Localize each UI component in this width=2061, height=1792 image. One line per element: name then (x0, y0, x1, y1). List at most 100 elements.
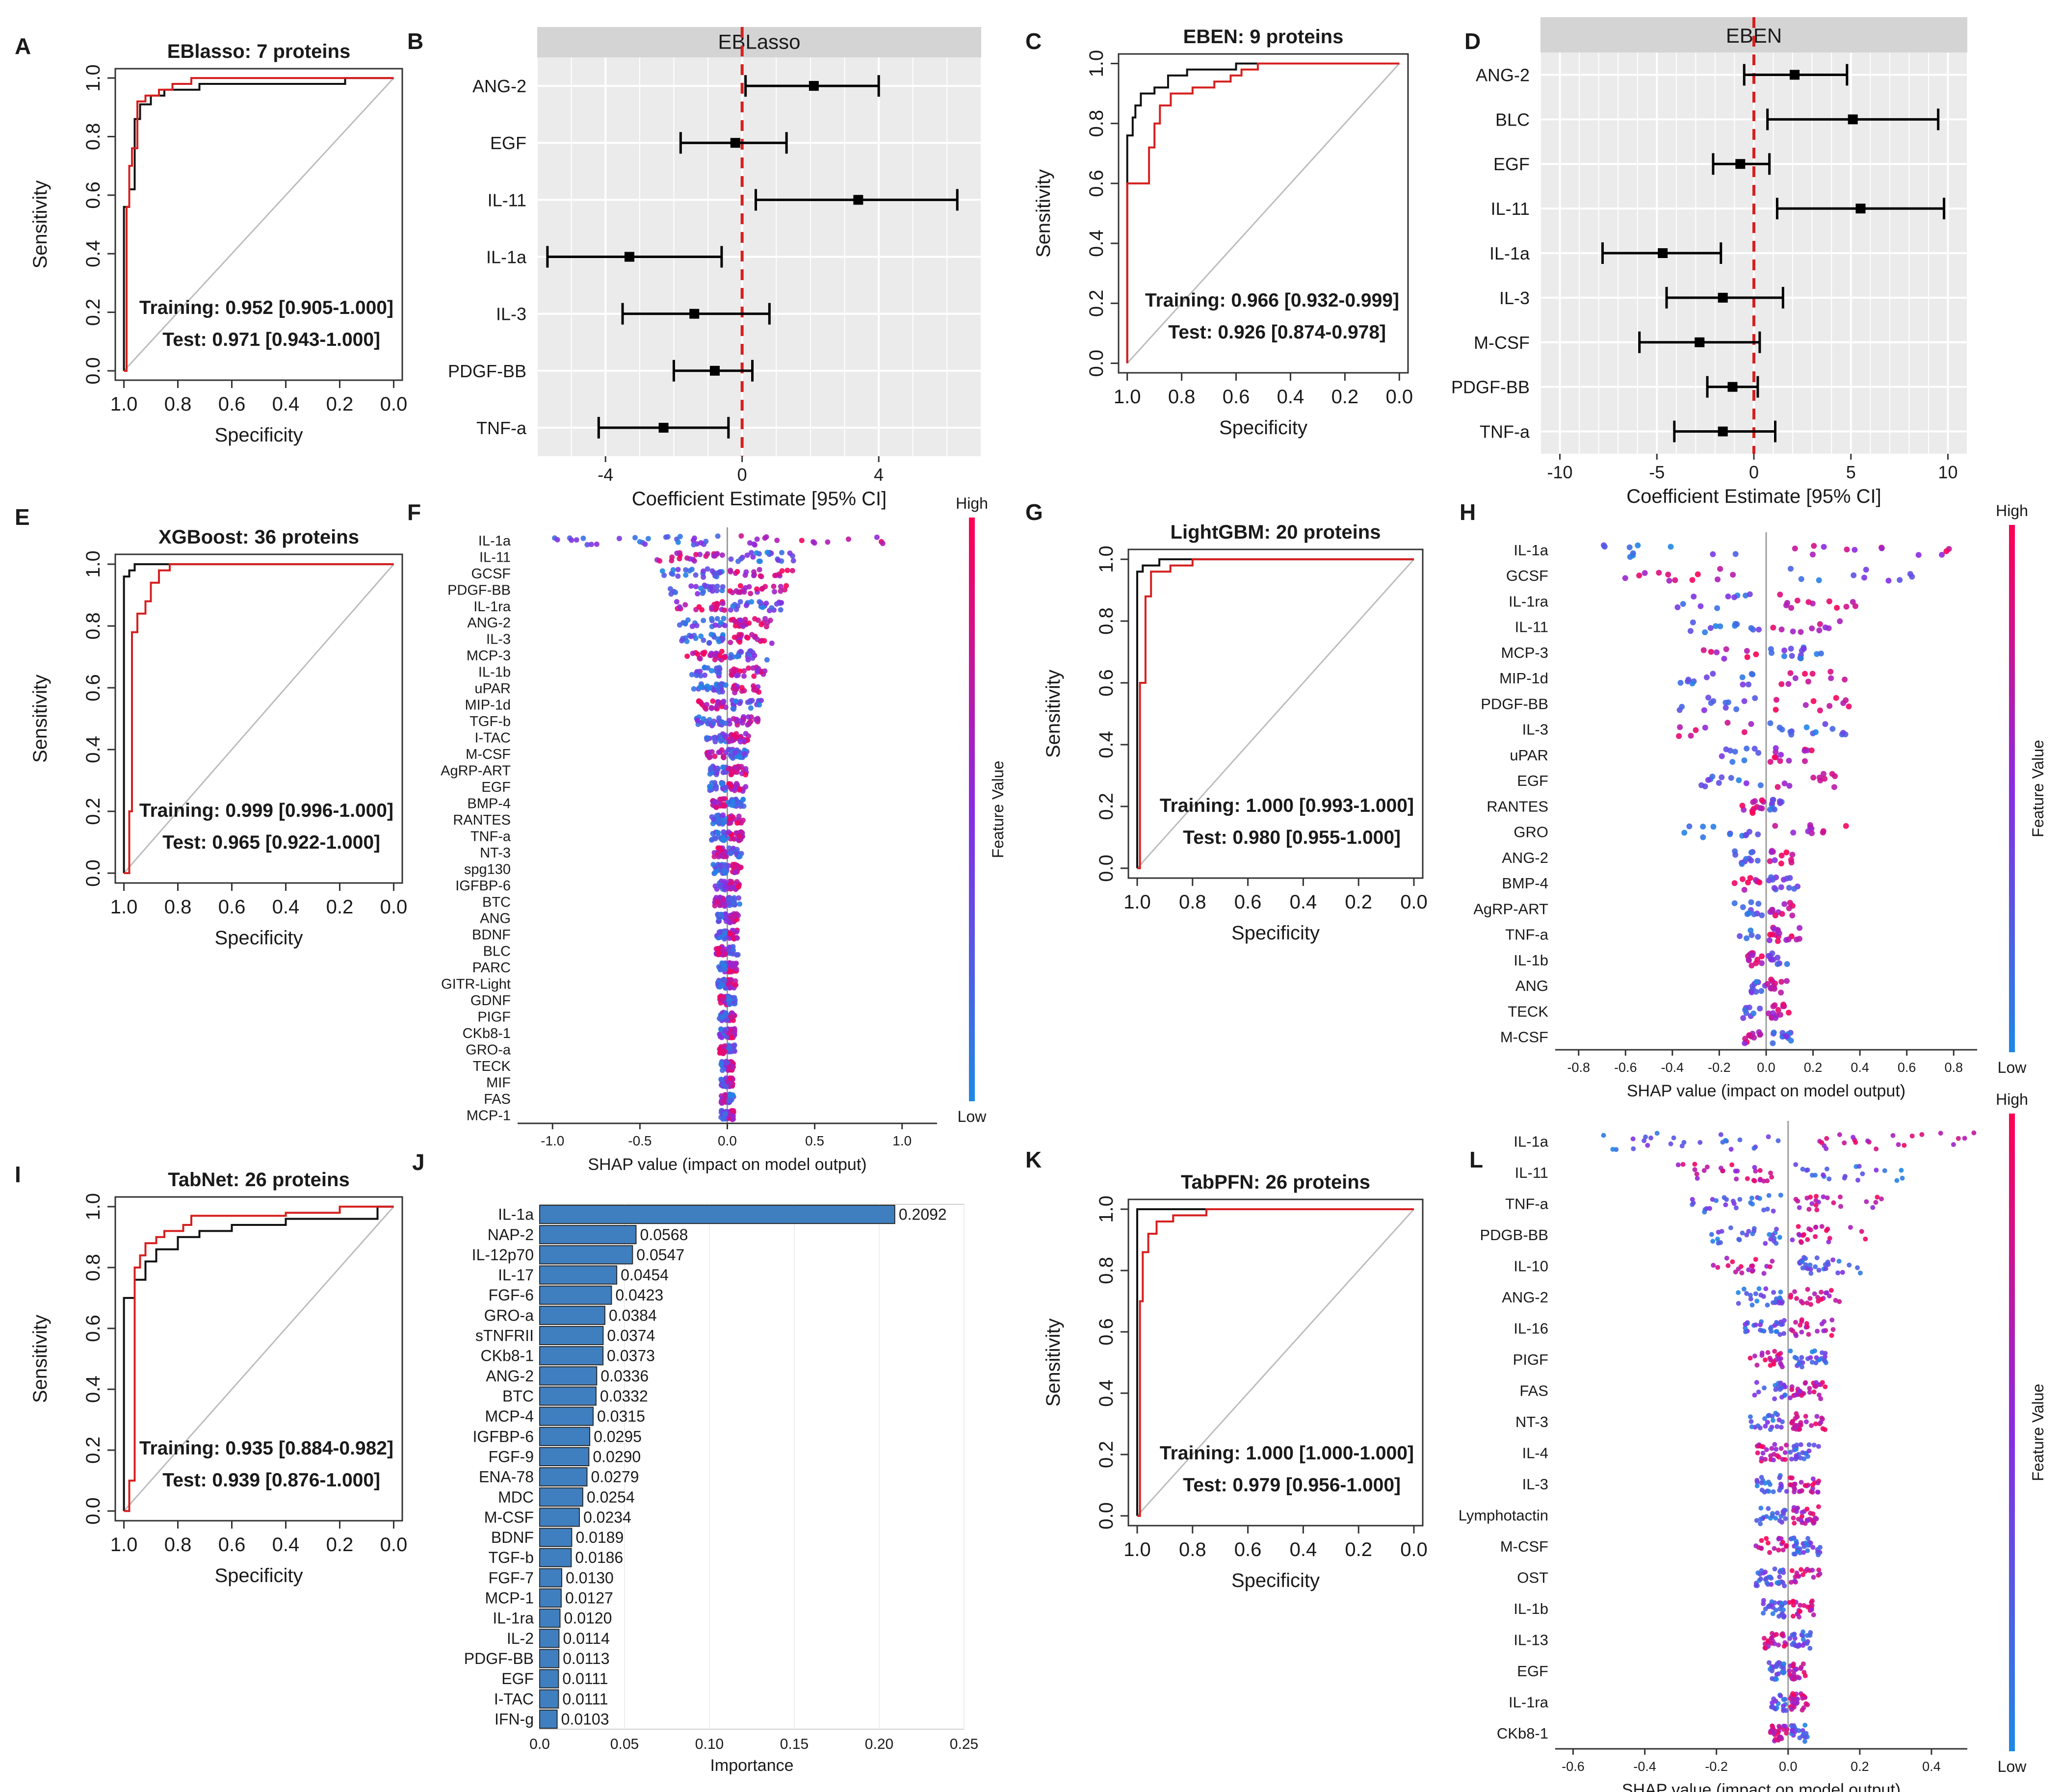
feature-label-ANG-2: ANG-2 (1476, 65, 1530, 85)
shap-dot-NT-3 (716, 854, 722, 859)
shap-dot-TGF-b (710, 721, 716, 727)
shap-dot-M-CSF (1746, 1032, 1752, 1039)
shap-dot-IL-1a (799, 538, 805, 544)
shap-dot-NT-3 (1755, 1423, 1761, 1428)
estimate-point-TNF-a (658, 422, 669, 433)
shap-dot-IL-1a (1775, 1138, 1781, 1143)
feature-label-IL-11: IL-11 (1515, 1164, 1548, 1181)
shap-dot-IL-10 (1823, 1266, 1828, 1272)
shap-dot-TNF-a (1704, 1206, 1709, 1211)
shap-dot-PIGF (1776, 1356, 1782, 1362)
shap-dot-PDGB-BB (1716, 1229, 1721, 1235)
feature-label-CKb8-1: CKb8-1 (463, 1026, 511, 1041)
shap-dot-ANG (728, 914, 734, 920)
shap-dot-IL-3 (1792, 1481, 1798, 1487)
value-label-MCP-1: 0.0127 (565, 1589, 613, 1607)
shap-dot-GRO (1772, 823, 1778, 829)
shap-dot-ANG-2 (1748, 857, 1754, 864)
shap-dot-IL-1a (1865, 1138, 1870, 1143)
shap-dot-IL-10 (1803, 1262, 1808, 1268)
shap-dot-AgRP-ART (1755, 901, 1762, 907)
training-auc-label-A: Training: 0.952 [0.905-1.000] (139, 297, 393, 318)
shap-dot-M-CSF (706, 754, 712, 760)
shap-dot-GITR-Light (721, 977, 727, 983)
shap-dot-IL-16 (1804, 1321, 1809, 1326)
shap-dot-IL-3 (1840, 729, 1846, 736)
shap-dot-IL-1b (751, 673, 757, 679)
shap-dot-TNF-a (1837, 1195, 1843, 1199)
shap-dot-IL-3 (1789, 1475, 1795, 1480)
feature-label-BTC: BTC (482, 894, 511, 910)
shap-dot-BMP-4 (713, 805, 719, 810)
y-tick-label-A: 0.4 (82, 240, 104, 267)
shap-dot-EGF (1781, 1661, 1787, 1666)
shap-dot-NT-3 (1793, 1416, 1798, 1421)
x-tick-label-H: 0.2 (1804, 1060, 1823, 1075)
shap-dot-M-CSF (1805, 1536, 1811, 1541)
shap-dot-EGF (1774, 1677, 1779, 1682)
shap-dot-CKb8-1 (1770, 1723, 1775, 1729)
shap-dot-PDGF-BB (1708, 700, 1714, 706)
x-tick-label-C: 0.2 (1331, 386, 1359, 408)
training-curve-C (1126, 62, 1400, 364)
shap-dot-AgRP-ART (1781, 901, 1788, 907)
y-tick-label-K: 1.0 (1096, 1195, 1117, 1223)
shap-dot-IL-3 (728, 640, 733, 646)
shap-dot-ANG-2 (1744, 1291, 1749, 1296)
shap-dot-FAS (1778, 1380, 1783, 1386)
test-curve-E (124, 563, 394, 874)
shap-dot-IL-1a (1697, 1140, 1703, 1145)
shap-dot-MCP-3 (1781, 647, 1788, 653)
x-axis-label-I: Specificity (214, 1565, 303, 1586)
shap-dot-IL-1a (1951, 1142, 1956, 1147)
shap-dot-IL-10 (1814, 1255, 1820, 1261)
shap-dot-AgRP-ART (735, 766, 741, 772)
shap-dot-MIP-1d (1809, 671, 1816, 677)
shap-dot-RANTES (734, 820, 740, 826)
shap-dot-IL-16 (1830, 1327, 1836, 1332)
colorbar-high-label-H: High (1996, 502, 2028, 519)
y-tick-label-G: 0.8 (1096, 607, 1117, 635)
shap-dot-IL-16 (1798, 1323, 1803, 1328)
shap-dot-NT-3 (1762, 1416, 1768, 1421)
estimate-point-IL-1a (1658, 248, 1668, 258)
shap-dot-I-TAC (741, 738, 747, 744)
shap-dot-PDGB-BB (1790, 1237, 1795, 1243)
shap-dot-TECK (720, 1067, 725, 1073)
shap-dot-IL-3 (736, 632, 742, 638)
shap-dot-TNF-a (1767, 932, 1774, 938)
shap-dot-IL-1b (1761, 1598, 1766, 1603)
shap-dot-M-CSF (1776, 1536, 1781, 1542)
feature-label-IL-3: IL-3 (496, 304, 526, 324)
shap-dot-IL-10 (1733, 1269, 1738, 1274)
shap-dot-IL-11 (1729, 1162, 1735, 1168)
shap-dot-PDGB-BB (1767, 1232, 1772, 1237)
shap-dot-PDGF-BB (1773, 706, 1779, 713)
shap-dot-NT-3 (1774, 1424, 1780, 1429)
shap-dot-IL-11 (1748, 625, 1754, 631)
shap-dot-IL-1a (632, 535, 638, 541)
shap-dot-BLC (735, 952, 741, 958)
shap-dot-GRO-a (717, 1047, 723, 1053)
shap-dot-MIP-1d (1740, 681, 1746, 688)
shap-dot-IL-11 (657, 558, 663, 564)
x-tick-label-A: 0.2 (326, 393, 354, 415)
shap-dot-TECK (1757, 1005, 1763, 1012)
shap-dot-IL-11 (1757, 1168, 1763, 1173)
shap-dot-IL-11 (1757, 1177, 1763, 1183)
shap-dot-IL-11 (1717, 623, 1723, 629)
shap-dot-PIGF (1759, 1353, 1765, 1358)
shap-dot-IL-1a (1844, 546, 1850, 553)
shap-dot-IL-1ra (1843, 603, 1850, 610)
shap-dot-Lymphotactin (1800, 1514, 1804, 1519)
shap-dot-AgRP-ART (720, 770, 726, 776)
shap-dot-MCP-3 (1798, 655, 1804, 662)
shap-dot-IL-1b (729, 668, 734, 674)
x-tick-label-I: 0.4 (272, 1534, 300, 1556)
shap-dot-PDGF-BB (1722, 700, 1729, 706)
shap-dot-IL-1ra (714, 600, 720, 606)
shap-dot-PDGF-BB (1752, 695, 1758, 701)
shap-dot-IL-3 (737, 639, 743, 645)
shap-dot-IL-1b (750, 665, 756, 671)
shap-dot-uPAR (1773, 745, 1779, 751)
